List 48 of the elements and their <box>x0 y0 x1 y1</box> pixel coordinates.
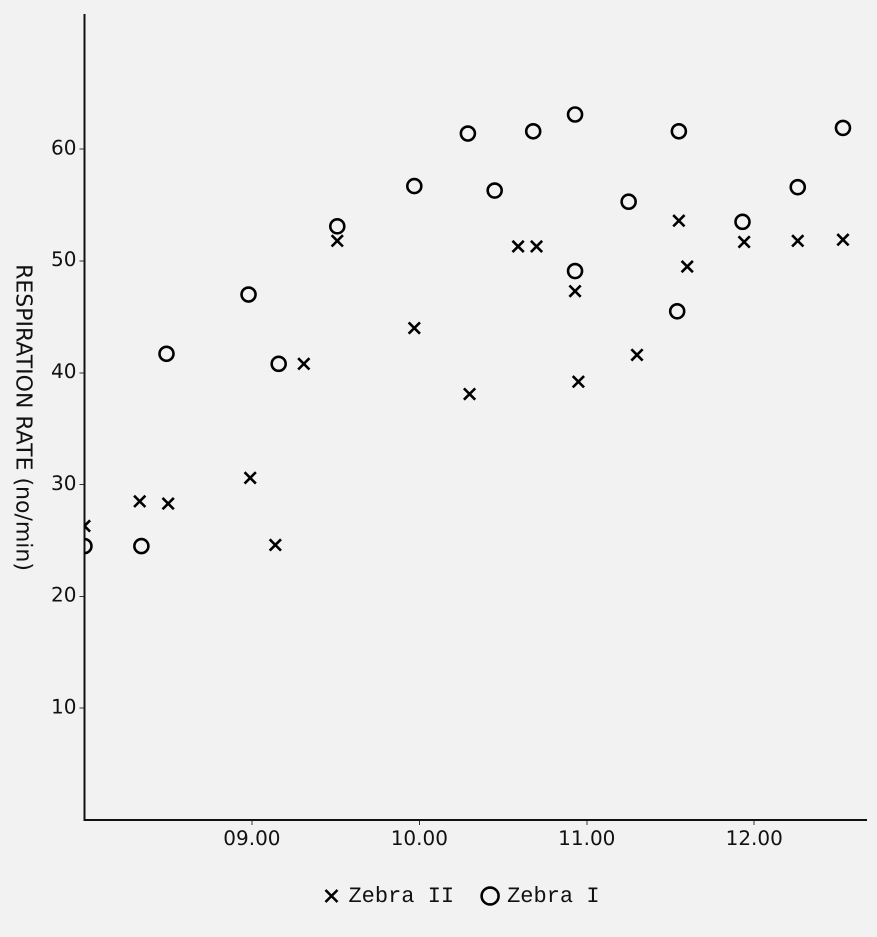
point <box>330 234 344 248</box>
point <box>734 214 751 230</box>
point <box>328 218 346 235</box>
point <box>158 345 175 362</box>
point <box>511 239 526 254</box>
x-tick-label: 10.00 <box>390 826 448 850</box>
y-tick-label: 60 <box>50 135 76 160</box>
point <box>530 239 544 254</box>
point <box>406 178 423 194</box>
point <box>460 125 476 142</box>
point <box>789 178 806 196</box>
point <box>240 286 257 303</box>
x-tick-label: 12.00 <box>726 826 783 850</box>
legend-label: Zebra II <box>348 884 454 909</box>
x-tick-label: 11.00 <box>558 826 616 850</box>
point <box>737 235 752 249</box>
point <box>790 234 805 248</box>
point <box>243 470 258 485</box>
point <box>566 106 584 123</box>
point <box>670 122 688 140</box>
legend-label: Zebra I <box>507 884 600 909</box>
point <box>270 356 287 372</box>
point <box>133 538 150 554</box>
point <box>132 494 147 508</box>
point <box>834 120 852 136</box>
y-axis-title: RESPIRATION RATE (no/min) <box>10 264 36 571</box>
point <box>836 232 850 247</box>
point <box>462 387 477 401</box>
point <box>268 538 282 552</box>
point <box>407 321 422 336</box>
y-tick-label: 20 <box>50 582 76 607</box>
point <box>680 260 694 274</box>
point <box>668 302 686 320</box>
x-tick-label: 09.00 <box>223 826 281 850</box>
point <box>296 356 311 371</box>
y-tick-label: 30 <box>50 470 76 495</box>
point <box>566 262 584 280</box>
point <box>524 122 542 140</box>
point <box>620 193 637 210</box>
y-tick-label: 40 <box>50 358 76 383</box>
point <box>630 348 644 362</box>
point <box>672 214 686 228</box>
point <box>571 374 586 389</box>
point <box>161 496 176 511</box>
y-tick-label: 10 <box>50 694 76 718</box>
y-tick-label: 50 <box>50 247 76 272</box>
point <box>486 182 503 199</box>
point <box>568 284 582 298</box>
